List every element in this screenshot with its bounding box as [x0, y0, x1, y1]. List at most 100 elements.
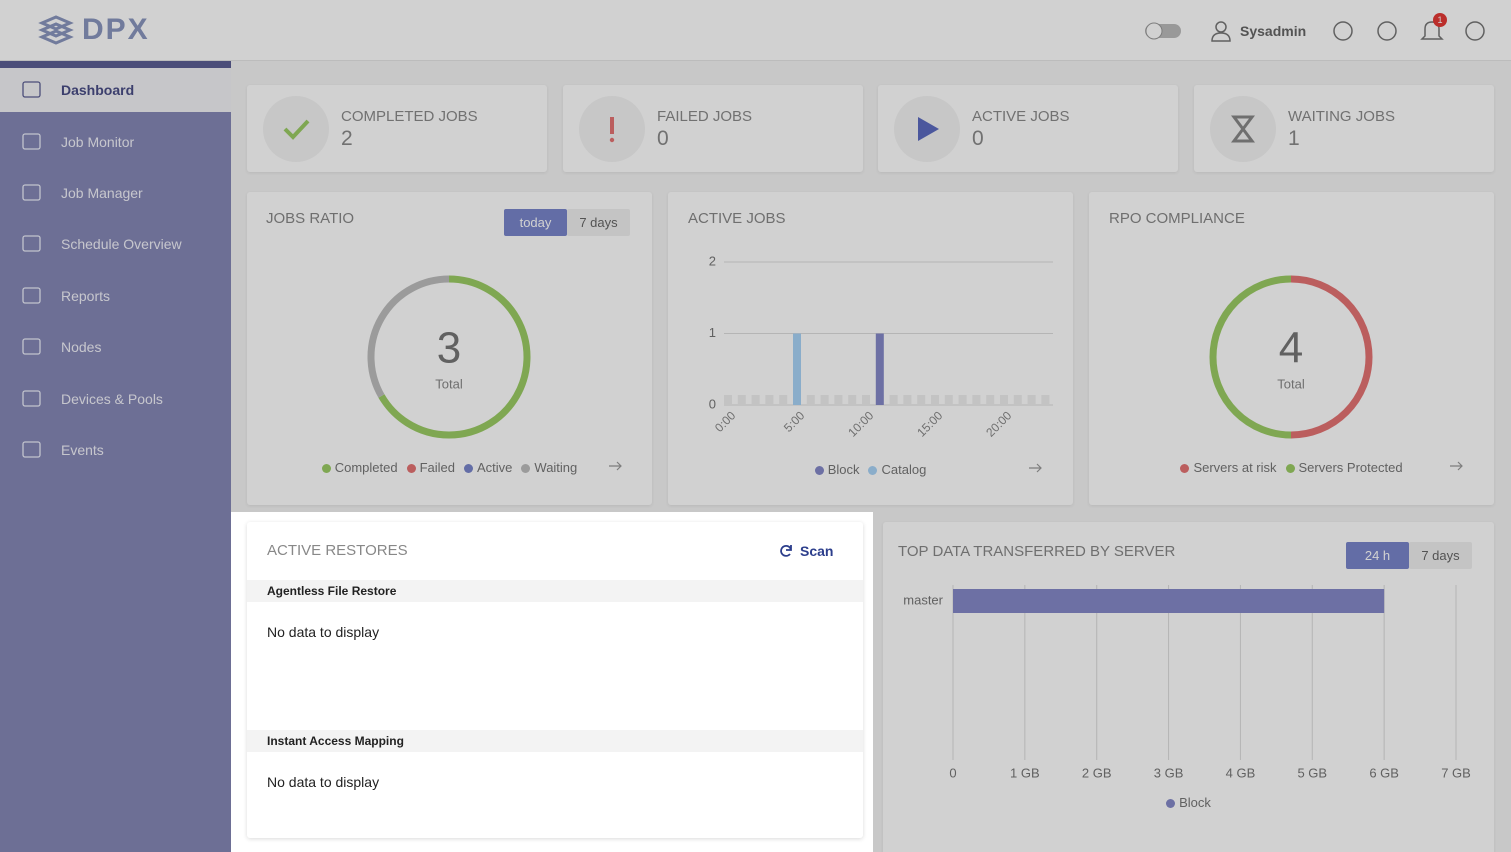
legend-label: Servers at risk	[1193, 460, 1277, 475]
nav-item[interactable]: Reports	[0, 274, 231, 318]
bar-track	[737, 395, 746, 405]
x-tick-label: 7 GB	[1441, 765, 1471, 780]
legend-label: Block	[827, 462, 860, 477]
legend: Block Catalog	[668, 462, 1073, 477]
legend-item[interactable]: Servers Protected	[1285, 460, 1403, 475]
x-tick-label: 5 GB	[1297, 765, 1327, 780]
legend-dot	[521, 464, 531, 473]
range-button[interactable]: today	[504, 209, 567, 236]
bell	[1420, 21, 1444, 40]
nav-item[interactable]: Job Monitor	[0, 120, 231, 164]
y-tick-label: master	[903, 592, 943, 607]
card-title: TOP DATA TRANSFERRED BY SERVER	[898, 543, 1176, 560]
donut-segment	[378, 275, 531, 439]
nav-icon-shape	[22, 287, 41, 304]
range-button[interactable]: 7 days	[1409, 542, 1472, 569]
nav-item[interactable]: Nodes	[0, 325, 231, 369]
bell-icon	[1420, 21, 1444, 40]
legend-item[interactable]: Block	[1166, 795, 1211, 810]
nav-icon	[22, 338, 41, 355]
x-tick-label: 3 GB	[1154, 765, 1184, 780]
nav-icon-shape	[22, 133, 41, 150]
legend-item[interactable]: Catalog	[868, 462, 926, 477]
nav-label: Dashboard	[61, 82, 135, 98]
header-icon	[1333, 21, 1353, 41]
legend-item[interactable]: Waiting	[521, 460, 577, 475]
range-button[interactable]: 7 days	[567, 209, 630, 236]
y-tick-label: 0	[709, 396, 716, 411]
nav-item[interactable]: Devices & Pools	[0, 377, 231, 421]
x-tick-label: 1 GB	[1010, 765, 1040, 780]
header: DPX Sysadmin 1	[0, 0, 1511, 61]
legend-item[interactable]: Block	[814, 462, 860, 477]
legend-dot	[868, 466, 878, 475]
icon-shape	[1377, 21, 1397, 41]
card-title: JOBS RATIO	[266, 210, 355, 227]
legend-item[interactable]: Failed	[406, 460, 455, 475]
user-name[interactable]: Sysadmin	[1240, 23, 1307, 39]
user-icon	[1211, 21, 1231, 42]
bar-track	[1000, 395, 1008, 405]
x-tick-label: 4 GB	[1226, 765, 1256, 780]
bar-track	[834, 395, 843, 405]
bar-track	[806, 395, 815, 405]
bar-track	[751, 395, 760, 405]
stat-icon	[1210, 96, 1276, 162]
nav-icon-shape	[22, 81, 41, 98]
legend-dot	[814, 466, 824, 475]
donut-segment	[1290, 275, 1373, 439]
icon-shape	[1465, 21, 1485, 41]
bar-track	[944, 395, 953, 405]
legend-item[interactable]: Servers at risk	[1180, 460, 1277, 475]
stat-value: 2	[341, 127, 353, 150]
arrow	[1450, 461, 1463, 471]
nav-icon	[22, 390, 41, 407]
nav-icon	[22, 235, 41, 252]
legend-item[interactable]: Completed	[321, 460, 398, 475]
donut-total: 3	[437, 324, 461, 373]
donut-segment	[1209, 275, 1292, 439]
bar-track	[848, 395, 857, 405]
legend-dot	[1285, 464, 1295, 473]
legend-dot	[1166, 799, 1176, 808]
legend-dot	[1180, 464, 1190, 473]
nav-label: Schedule Overview	[61, 236, 182, 252]
stat-icon	[894, 96, 960, 162]
legend-item[interactable]: Active	[464, 460, 512, 475]
legend-label: Servers Protected	[1298, 460, 1403, 475]
range-button[interactable]: 24 h	[1346, 542, 1409, 569]
scan-label: Scan	[800, 543, 834, 559]
nav-item[interactable]: Job Manager	[0, 171, 231, 215]
check	[283, 119, 310, 140]
nav-item[interactable]: Schedule Overview	[0, 222, 231, 266]
legend-label: Failed	[419, 460, 455, 475]
bar-track	[1041, 395, 1050, 405]
nav-item[interactable]: Events	[0, 428, 231, 472]
bar-track	[972, 395, 981, 405]
legend-dot	[464, 464, 473, 473]
nav-icon	[22, 184, 41, 201]
bar	[793, 333, 801, 405]
legend: Completed Failed Active Waiting	[247, 460, 652, 475]
details-arrow	[609, 461, 622, 471]
nav-icon	[22, 81, 41, 98]
nav-label: Events	[61, 442, 104, 458]
nav-item[interactable]: Dashboard	[0, 68, 231, 112]
stat-label: ACTIVE JOBS	[972, 108, 1070, 125]
bar	[953, 589, 1385, 613]
nav-icon	[22, 287, 41, 304]
stat-label: WAITING JOBS	[1288, 108, 1395, 125]
play	[918, 117, 939, 141]
donut-chart: 4 Total	[1209, 275, 1373, 439]
x-tick-label: 6 GB	[1369, 765, 1399, 780]
donut-total: 4	[1279, 324, 1303, 373]
rpo-card: RPO COMPLIANCE 4 Total Servers at risk Serve…	[1089, 192, 1494, 505]
stat-value: 0	[972, 127, 984, 150]
nav-icon-shape	[22, 184, 41, 201]
nav-label: Job Manager	[61, 185, 143, 201]
header-icon	[1377, 21, 1397, 41]
bar-track	[862, 395, 870, 405]
icon-shape	[1333, 21, 1353, 41]
stat-card: COMPLETED JOBS 2	[247, 85, 547, 172]
